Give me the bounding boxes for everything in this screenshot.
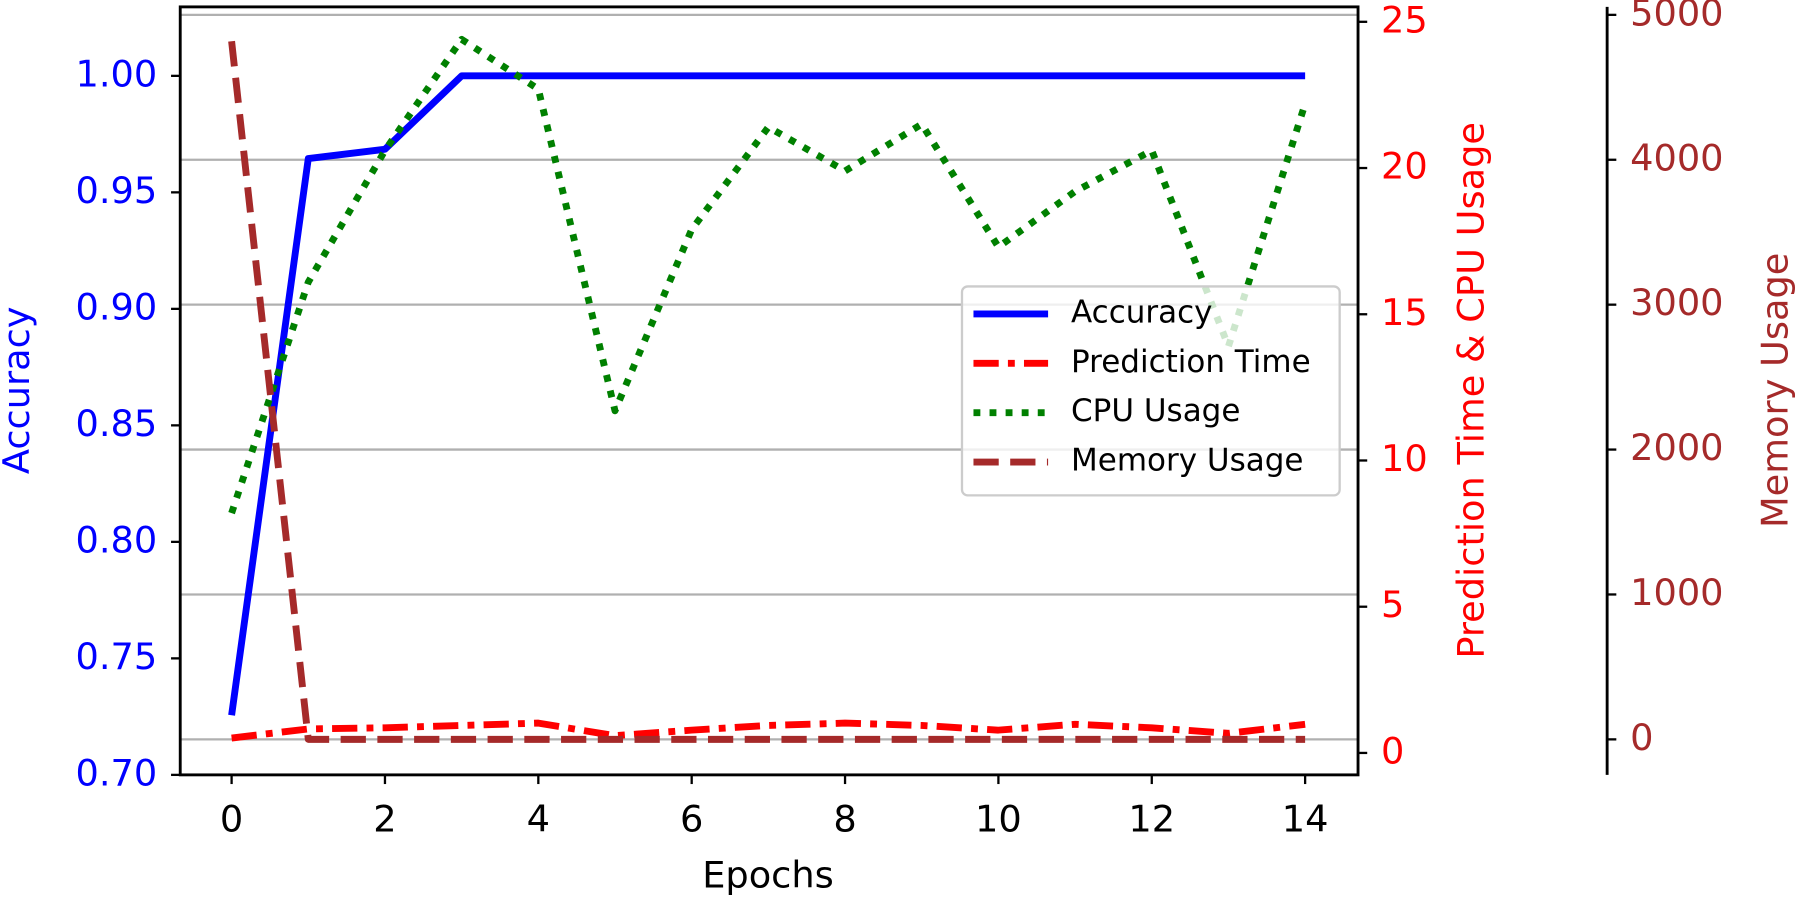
- y-tick-label: 4000: [1630, 136, 1723, 179]
- y-tick-label: 15: [1381, 291, 1428, 334]
- legend-label: Prediction Time: [1071, 344, 1311, 380]
- y-tick-label: 0: [1630, 716, 1653, 759]
- y-tick-label: 20: [1381, 145, 1428, 188]
- y-tick-label: 5: [1381, 583, 1404, 626]
- y-tick-label: 0.75: [76, 635, 158, 678]
- x-tick-label: 2: [373, 797, 396, 840]
- y-tick-label: 0.90: [76, 285, 158, 328]
- x-tick-label: 10: [975, 797, 1022, 840]
- plot-frame: [178, 5, 1360, 777]
- legend: Accuracy Prediction Time CPU Usage Memory U…: [960, 285, 1341, 497]
- series-line: [231, 719, 1306, 742]
- x-tick-label: 4: [527, 797, 550, 840]
- y-tick-label: 25: [1381, 0, 1428, 41]
- y-tick-label: 0.80: [76, 518, 158, 561]
- series-line: [228, 40, 1306, 743]
- y-tick-label: 10: [1381, 437, 1428, 480]
- y-tick-label: 0.70: [76, 751, 158, 794]
- legend-label: Accuracy: [1071, 294, 1212, 330]
- y-tick-label: 0: [1381, 729, 1404, 772]
- series-line: [228, 72, 1306, 716]
- y3-axis-label: Memory Usage: [1754, 253, 1797, 528]
- y-tick-label: 1000: [1630, 571, 1723, 614]
- y2-axis-label: Prediction Time & CPU Usage: [1449, 122, 1492, 659]
- y-tick-label: 0.95: [76, 169, 158, 212]
- x-tick-label: 14: [1282, 797, 1329, 840]
- x-axis-label: Epochs: [702, 854, 834, 897]
- series-line: [228, 35, 1309, 515]
- x-tick-label: 6: [680, 797, 703, 840]
- y-tick-label: 5000: [1630, 0, 1723, 34]
- x-tick-label: 12: [1128, 797, 1175, 840]
- legend-label: CPU Usage: [1071, 393, 1240, 429]
- legend-label: Memory Usage: [1071, 443, 1303, 479]
- legend-box: [960, 285, 1341, 497]
- x-tick-label: 8: [833, 797, 856, 840]
- y-tick-label: 1.00: [76, 52, 158, 95]
- x-tick-label: 0: [220, 797, 243, 840]
- y-tick-label: 2000: [1630, 426, 1723, 469]
- y-tick-label: 0.85: [76, 402, 158, 445]
- y-axis-label: Accuracy: [0, 306, 38, 474]
- y-tick-label: 3000: [1630, 281, 1723, 324]
